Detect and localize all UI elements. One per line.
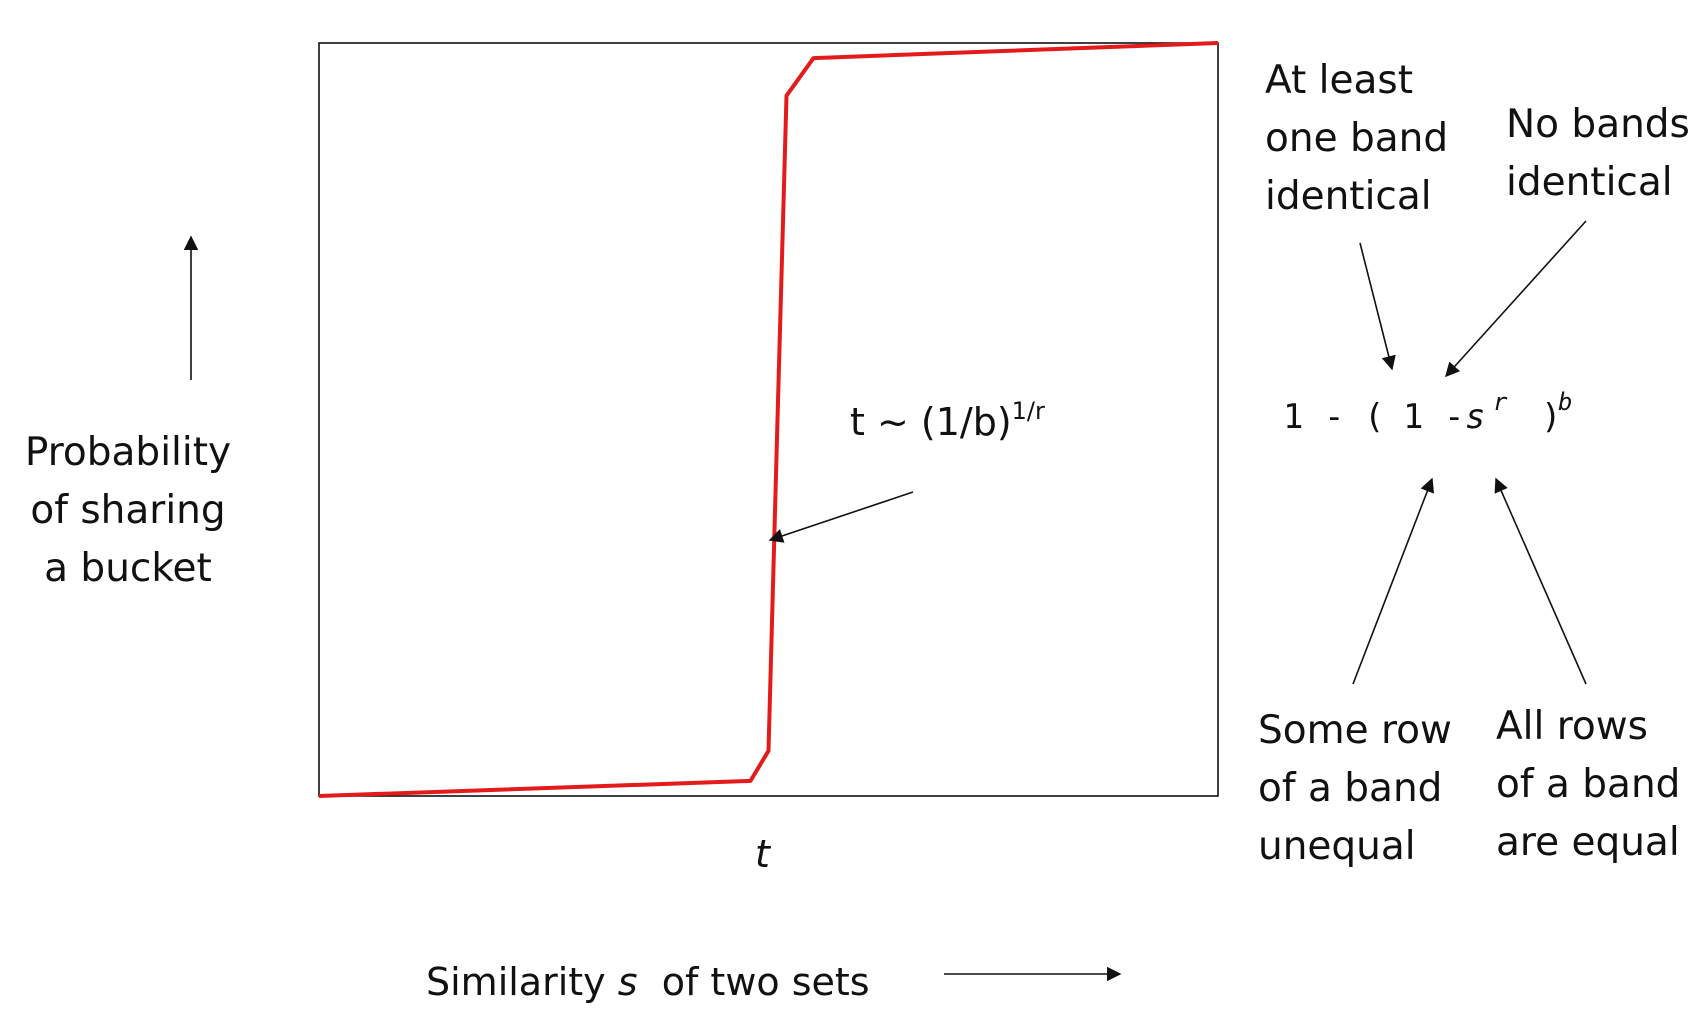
x-axis-label-pre: Similarity bbox=[426, 960, 618, 1004]
threshold-tick-label: t bbox=[755, 832, 772, 876]
x-axis-label: Similarity s of two sets bbox=[426, 960, 870, 1004]
callout-some-row-line-3: unequal bbox=[1258, 824, 1416, 869]
threshold-annotation: t ~ (1/b)1/r bbox=[850, 397, 1045, 444]
s-curve-line bbox=[318, 41, 1219, 798]
formula-close-paren: ) bbox=[1541, 397, 1561, 437]
y-axis-label-line-1: Probability bbox=[24, 430, 232, 475]
callout-some-row: Some row of a band unequal bbox=[1258, 702, 1452, 876]
formula-open-paren: ( bbox=[1364, 397, 1384, 437]
threshold-annotation-text: t ~ (1/b) bbox=[850, 400, 1012, 444]
callout-all-rows: All rows of a band are equal bbox=[1496, 698, 1680, 872]
callout-some-row-line-1: Some row bbox=[1258, 708, 1452, 753]
formula-exp-r: r bbox=[1493, 388, 1508, 416]
callout-at-least-one-line-2: one band bbox=[1265, 116, 1449, 161]
plot-frame bbox=[318, 42, 1219, 797]
callout-all-rows-line-2: of a band bbox=[1496, 762, 1681, 807]
formula: 1 - ( 1 - s r ) b bbox=[1283, 388, 1572, 437]
y-axis-label: Probability of sharing a bucket bbox=[8, 424, 248, 598]
some-row-arrow bbox=[1352, 477, 1435, 685]
threshold-annotation-exponent: 1/r bbox=[1012, 397, 1045, 425]
threshold-arrow bbox=[768, 491, 914, 543]
formula-var-s: s bbox=[1465, 397, 1485, 437]
callout-at-least-one-line-1: At least bbox=[1265, 58, 1414, 103]
y-axis-label-line-2: of sharing bbox=[30, 488, 226, 533]
x-axis-label-post: of two sets bbox=[638, 960, 870, 1004]
callout-no-bands-line-1: No bands bbox=[1506, 102, 1690, 147]
callout-no-bands-line-2: identical bbox=[1506, 160, 1673, 205]
x-axis-label-var: s bbox=[618, 960, 638, 1004]
callout-some-row-line-2: of a band bbox=[1258, 766, 1443, 811]
callout-all-rows-line-1: All rows bbox=[1496, 704, 1649, 749]
callout-at-least-one-band: At least one band identical bbox=[1265, 52, 1448, 226]
formula-inner-one-minus: 1 - bbox=[1403, 397, 1464, 437]
at-least-one-arrow bbox=[1359, 242, 1396, 371]
no-bands-arrow bbox=[1445, 220, 1587, 378]
y-axis-label-line-3: a bucket bbox=[44, 546, 212, 591]
formula-exp-b: b bbox=[1558, 388, 1572, 416]
all-rows-arrow bbox=[1494, 477, 1587, 685]
callout-all-rows-line-3: are equal bbox=[1496, 820, 1680, 865]
callout-at-least-one-line-3: identical bbox=[1265, 174, 1432, 219]
formula-one-minus: 1 - bbox=[1283, 397, 1344, 437]
callout-no-bands: No bands identical bbox=[1506, 96, 1690, 212]
